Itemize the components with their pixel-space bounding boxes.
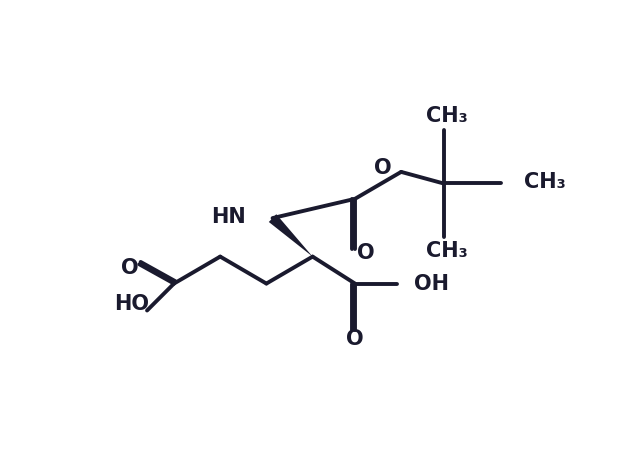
Text: HN: HN bbox=[211, 206, 246, 227]
Text: CH₃: CH₃ bbox=[426, 106, 468, 125]
Text: OH: OH bbox=[414, 274, 449, 294]
Text: CH₃: CH₃ bbox=[426, 241, 468, 261]
Text: O: O bbox=[122, 258, 139, 278]
Text: HO: HO bbox=[114, 294, 149, 314]
Text: O: O bbox=[374, 158, 392, 178]
Polygon shape bbox=[269, 214, 312, 257]
Text: O: O bbox=[346, 329, 364, 349]
Text: CH₃: CH₃ bbox=[524, 172, 566, 192]
Text: O: O bbox=[357, 243, 374, 263]
